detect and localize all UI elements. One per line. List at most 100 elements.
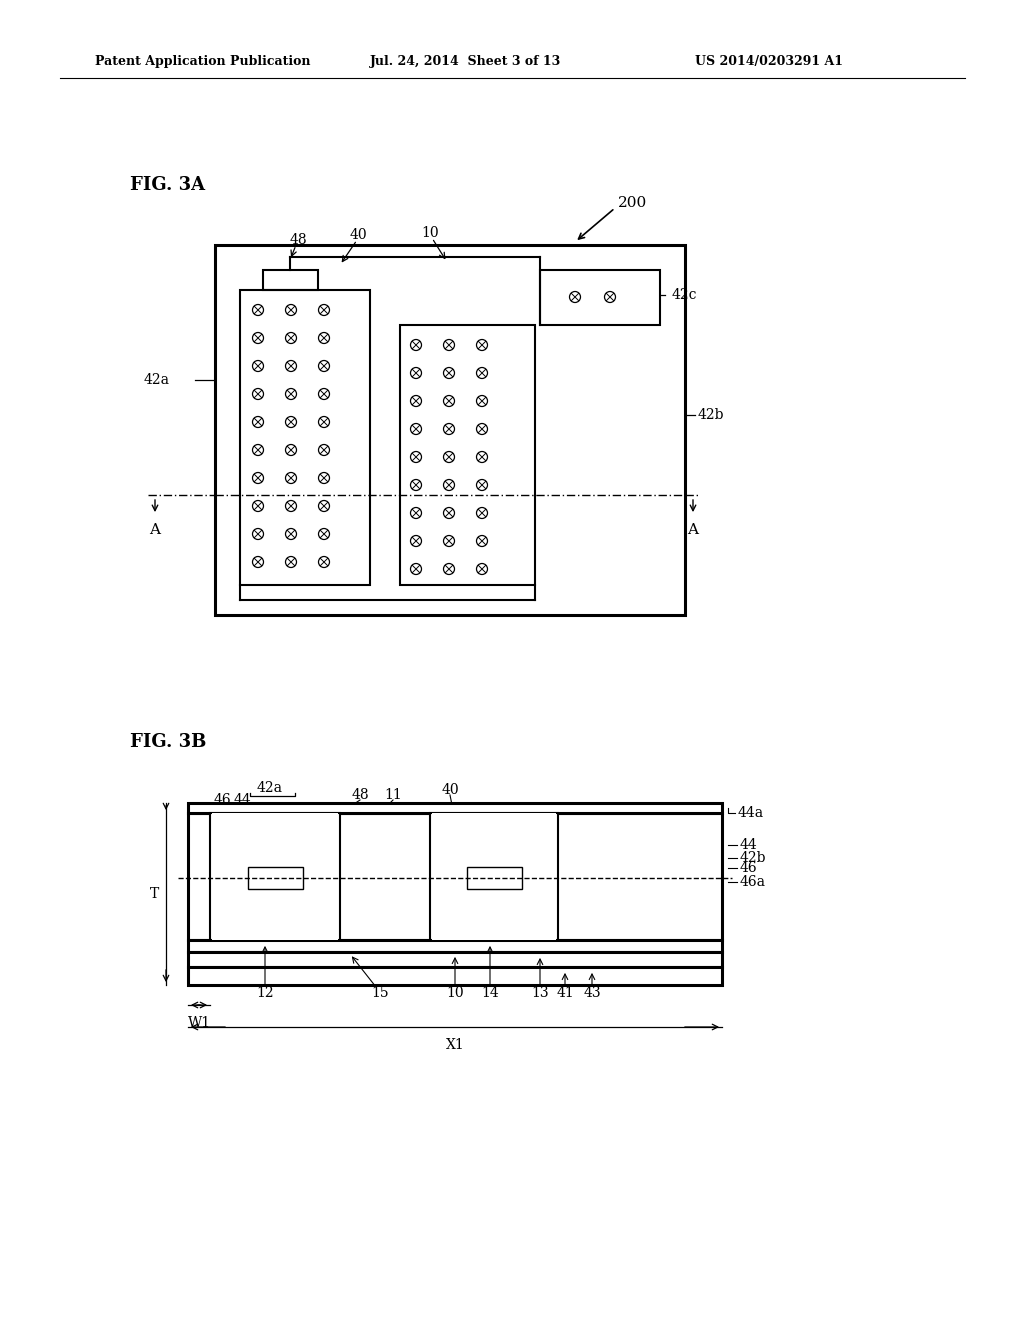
Text: W1: W1 — [187, 1016, 211, 1030]
Bar — [212, 888, 338, 940]
Bar — [215, 246, 685, 615]
Circle shape — [286, 388, 297, 400]
Bar — [188, 952, 722, 968]
Circle shape — [318, 445, 330, 455]
Circle shape — [569, 292, 581, 302]
Bar — [188, 813, 722, 940]
Text: 14: 14 — [481, 986, 499, 1001]
Circle shape — [476, 479, 487, 491]
Text: 10: 10 — [446, 986, 464, 1001]
Circle shape — [443, 479, 455, 491]
Circle shape — [476, 396, 487, 407]
Text: 13: 13 — [531, 986, 549, 1001]
Text: A: A — [150, 523, 161, 537]
Circle shape — [476, 564, 487, 574]
Text: 46a: 46a — [740, 875, 766, 888]
Bar — [212, 813, 338, 867]
Bar — [240, 290, 370, 585]
Circle shape — [443, 564, 455, 574]
Circle shape — [411, 479, 422, 491]
Text: 12: 12 — [256, 986, 273, 1001]
Text: 40: 40 — [441, 783, 459, 797]
Text: 48: 48 — [289, 234, 307, 247]
Circle shape — [253, 360, 263, 371]
Text: 11: 11 — [384, 788, 401, 803]
Text: A: A — [687, 523, 698, 537]
Bar — [248, 867, 303, 888]
Text: 46: 46 — [213, 793, 230, 807]
Text: Patent Application Publication: Patent Application Publication — [95, 55, 310, 69]
Circle shape — [253, 388, 263, 400]
Text: 44: 44 — [740, 838, 758, 851]
Circle shape — [443, 536, 455, 546]
Bar — [432, 888, 556, 940]
Circle shape — [253, 445, 263, 455]
Circle shape — [411, 564, 422, 574]
Circle shape — [411, 536, 422, 546]
Circle shape — [476, 451, 487, 462]
Circle shape — [443, 451, 455, 462]
Text: FIG. 3A: FIG. 3A — [130, 176, 205, 194]
Text: 44a: 44a — [738, 807, 764, 820]
Bar — [210, 813, 340, 940]
Circle shape — [604, 292, 615, 302]
Circle shape — [443, 507, 455, 519]
Circle shape — [318, 360, 330, 371]
Text: 200: 200 — [618, 195, 647, 210]
Text: 15: 15 — [371, 986, 389, 1001]
Text: 42a: 42a — [257, 781, 283, 795]
Circle shape — [318, 333, 330, 343]
Bar — [430, 813, 558, 940]
Text: Jul. 24, 2014  Sheet 3 of 13: Jul. 24, 2014 Sheet 3 of 13 — [370, 55, 561, 69]
Circle shape — [253, 417, 263, 428]
Text: 44: 44 — [233, 793, 251, 807]
Bar — [188, 968, 722, 985]
Bar — [188, 940, 722, 952]
Circle shape — [318, 500, 330, 511]
Circle shape — [411, 396, 422, 407]
Circle shape — [286, 473, 297, 483]
Circle shape — [253, 500, 263, 511]
Circle shape — [286, 445, 297, 455]
Circle shape — [476, 339, 487, 351]
Text: 42b: 42b — [740, 851, 767, 865]
Circle shape — [476, 424, 487, 434]
Circle shape — [253, 528, 263, 540]
Circle shape — [253, 333, 263, 343]
Text: 43: 43 — [584, 986, 601, 1001]
Circle shape — [286, 333, 297, 343]
Text: FIG. 3B: FIG. 3B — [130, 733, 207, 751]
Circle shape — [476, 367, 487, 379]
Bar — [263, 271, 318, 290]
Circle shape — [443, 424, 455, 434]
Bar — [432, 813, 556, 867]
Bar — [540, 271, 660, 325]
Circle shape — [318, 388, 330, 400]
Text: US 2014/0203291 A1: US 2014/0203291 A1 — [695, 55, 843, 69]
Circle shape — [443, 367, 455, 379]
Bar — [188, 803, 722, 813]
Circle shape — [318, 305, 330, 315]
Text: 10: 10 — [421, 226, 439, 240]
Circle shape — [443, 396, 455, 407]
Text: 42c: 42c — [672, 288, 697, 302]
Circle shape — [286, 528, 297, 540]
Circle shape — [476, 536, 487, 546]
Text: T: T — [150, 887, 159, 902]
Text: 46: 46 — [740, 861, 758, 875]
Bar — [467, 867, 522, 888]
Circle shape — [318, 557, 330, 568]
Circle shape — [253, 305, 263, 315]
Circle shape — [286, 557, 297, 568]
Circle shape — [286, 360, 297, 371]
Circle shape — [411, 367, 422, 379]
Text: X1: X1 — [445, 1038, 464, 1052]
Text: 40: 40 — [349, 228, 367, 242]
Circle shape — [318, 473, 330, 483]
Bar — [400, 325, 535, 585]
Circle shape — [318, 417, 330, 428]
Text: 48: 48 — [351, 788, 369, 803]
Text: 42b: 42b — [698, 408, 725, 422]
Circle shape — [411, 507, 422, 519]
Circle shape — [253, 557, 263, 568]
